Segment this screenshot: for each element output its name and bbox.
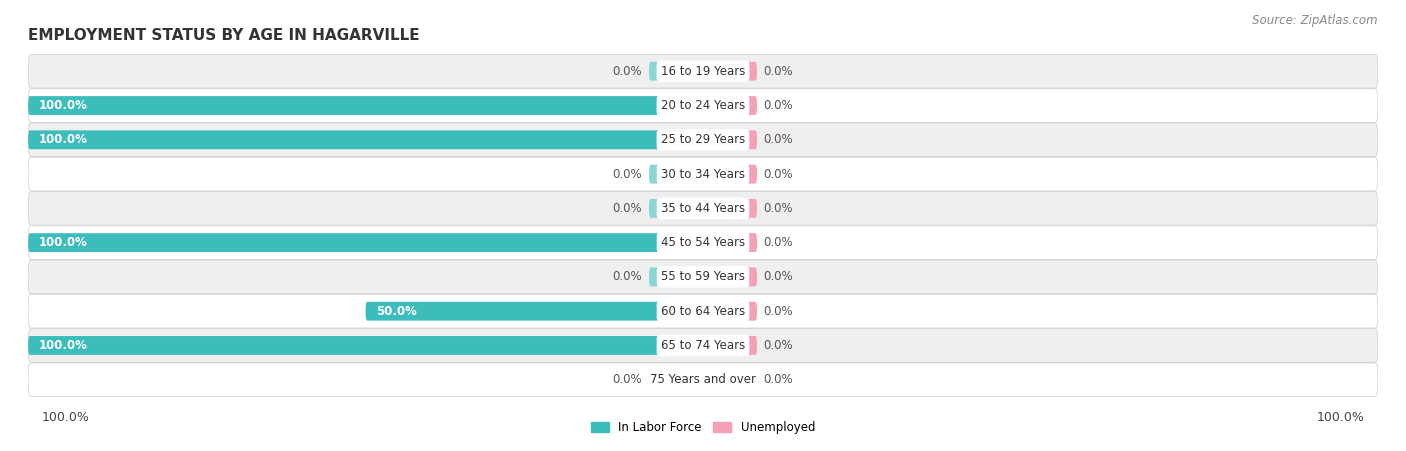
Text: 50.0%: 50.0% [375, 305, 416, 318]
Text: 100.0%: 100.0% [38, 339, 87, 352]
Text: 35 to 44 Years: 35 to 44 Years [661, 202, 745, 215]
FancyBboxPatch shape [28, 96, 703, 115]
Text: 65 to 74 Years: 65 to 74 Years [661, 339, 745, 352]
Text: 25 to 29 Years: 25 to 29 Years [661, 133, 745, 146]
Text: 0.0%: 0.0% [763, 202, 793, 215]
FancyBboxPatch shape [28, 226, 1378, 259]
Text: 0.0%: 0.0% [763, 133, 793, 146]
FancyBboxPatch shape [703, 370, 756, 389]
Text: EMPLOYMENT STATUS BY AGE IN HAGARVILLE: EMPLOYMENT STATUS BY AGE IN HAGARVILLE [28, 28, 420, 43]
Text: 100.0%: 100.0% [38, 236, 87, 249]
Text: 0.0%: 0.0% [763, 236, 793, 249]
FancyBboxPatch shape [28, 157, 1378, 191]
FancyBboxPatch shape [28, 363, 1378, 396]
Text: 100.0%: 100.0% [42, 410, 90, 423]
Text: 0.0%: 0.0% [763, 373, 793, 386]
FancyBboxPatch shape [703, 165, 756, 184]
FancyBboxPatch shape [703, 267, 756, 286]
FancyBboxPatch shape [703, 199, 756, 218]
FancyBboxPatch shape [703, 336, 756, 355]
Text: 0.0%: 0.0% [613, 168, 643, 180]
FancyBboxPatch shape [366, 302, 703, 321]
Text: 0.0%: 0.0% [763, 339, 793, 352]
FancyBboxPatch shape [703, 130, 756, 149]
FancyBboxPatch shape [703, 302, 756, 321]
FancyBboxPatch shape [650, 165, 703, 184]
FancyBboxPatch shape [28, 89, 1378, 122]
FancyBboxPatch shape [28, 123, 1378, 156]
Text: 0.0%: 0.0% [613, 373, 643, 386]
FancyBboxPatch shape [28, 260, 1378, 294]
FancyBboxPatch shape [650, 199, 703, 218]
FancyBboxPatch shape [28, 329, 1378, 362]
Text: 0.0%: 0.0% [613, 202, 643, 215]
FancyBboxPatch shape [28, 55, 1378, 88]
Text: 30 to 34 Years: 30 to 34 Years [661, 168, 745, 180]
Text: 20 to 24 Years: 20 to 24 Years [661, 99, 745, 112]
Text: 0.0%: 0.0% [763, 305, 793, 318]
Text: 100.0%: 100.0% [38, 133, 87, 146]
Text: 0.0%: 0.0% [763, 65, 793, 78]
Text: 0.0%: 0.0% [763, 168, 793, 180]
FancyBboxPatch shape [703, 96, 756, 115]
Text: 0.0%: 0.0% [763, 271, 793, 283]
FancyBboxPatch shape [650, 267, 703, 286]
Text: 75 Years and over: 75 Years and over [650, 373, 756, 386]
Text: 100.0%: 100.0% [38, 99, 87, 112]
FancyBboxPatch shape [650, 62, 703, 81]
FancyBboxPatch shape [28, 295, 1378, 328]
FancyBboxPatch shape [28, 192, 1378, 225]
Text: 55 to 59 Years: 55 to 59 Years [661, 271, 745, 283]
Text: 0.0%: 0.0% [763, 99, 793, 112]
Text: 45 to 54 Years: 45 to 54 Years [661, 236, 745, 249]
FancyBboxPatch shape [650, 370, 703, 389]
FancyBboxPatch shape [28, 130, 703, 149]
FancyBboxPatch shape [28, 233, 703, 252]
FancyBboxPatch shape [703, 62, 756, 81]
Text: 0.0%: 0.0% [613, 65, 643, 78]
Text: 0.0%: 0.0% [613, 271, 643, 283]
Text: 60 to 64 Years: 60 to 64 Years [661, 305, 745, 318]
FancyBboxPatch shape [703, 233, 756, 252]
Legend: In Labor Force, Unemployed: In Labor Force, Unemployed [586, 417, 820, 439]
Text: 16 to 19 Years: 16 to 19 Years [661, 65, 745, 78]
FancyBboxPatch shape [28, 336, 703, 355]
Text: Source: ZipAtlas.com: Source: ZipAtlas.com [1253, 14, 1378, 27]
Text: 100.0%: 100.0% [1316, 410, 1364, 423]
